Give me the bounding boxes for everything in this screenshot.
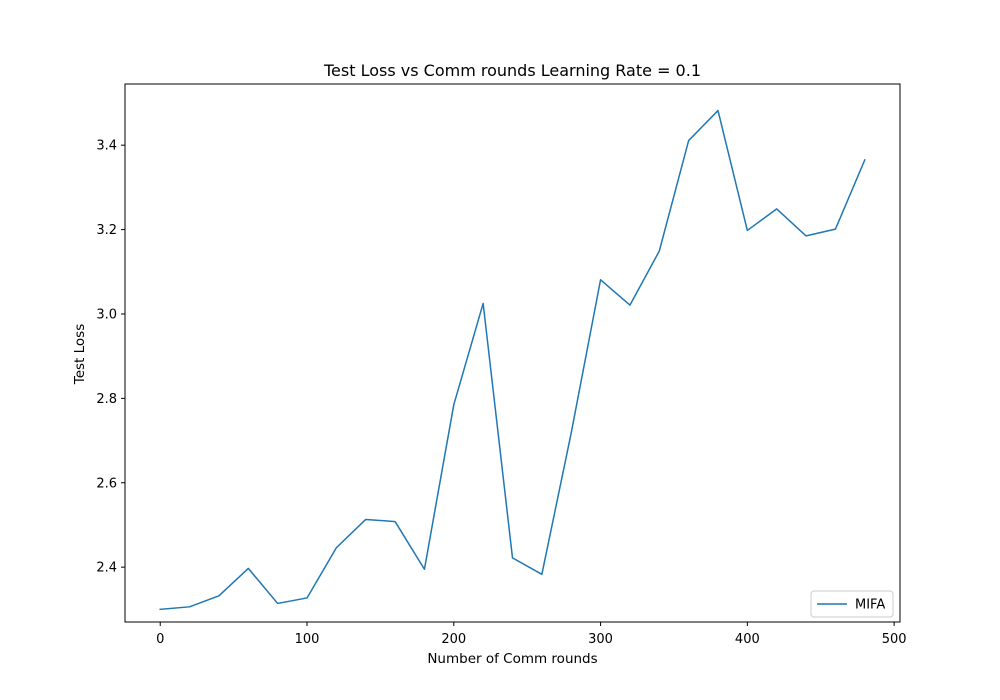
x-tick-label: 100 [295,632,320,647]
x-tick-label: 0 [156,632,164,647]
y-tick-label: 3.0 [96,307,117,322]
x-tick-label: 200 [441,632,466,647]
plot-area: 0 100 200 300 400 500 2.4 2.6 2.8 3.0 3.2 3.4 [96,83,907,647]
chart-title: Test Loss vs Comm rounds Learning Rate =… [323,61,701,80]
x-tick-label: 300 [588,632,613,647]
y-tick-label: 2.8 [96,392,117,407]
legend-box [810,590,894,618]
series-line-mifa [159,109,866,611]
y-tick-label: 3.4 [96,139,117,154]
axes-frame [124,83,901,623]
y-tick-label: 2.6 [96,476,117,491]
x-axis-title: Number of Comm rounds [427,651,597,667]
y-tick-label: 3.2 [96,223,117,238]
legend-label-mifa: MIFA [855,598,885,613]
y-tick-label: 2.4 [96,561,117,576]
x-tick-label: 400 [735,632,760,647]
y-axis-title: Test Loss [72,324,88,386]
x-tick-label: 500 [882,632,907,647]
legend: MIFA [810,590,894,618]
